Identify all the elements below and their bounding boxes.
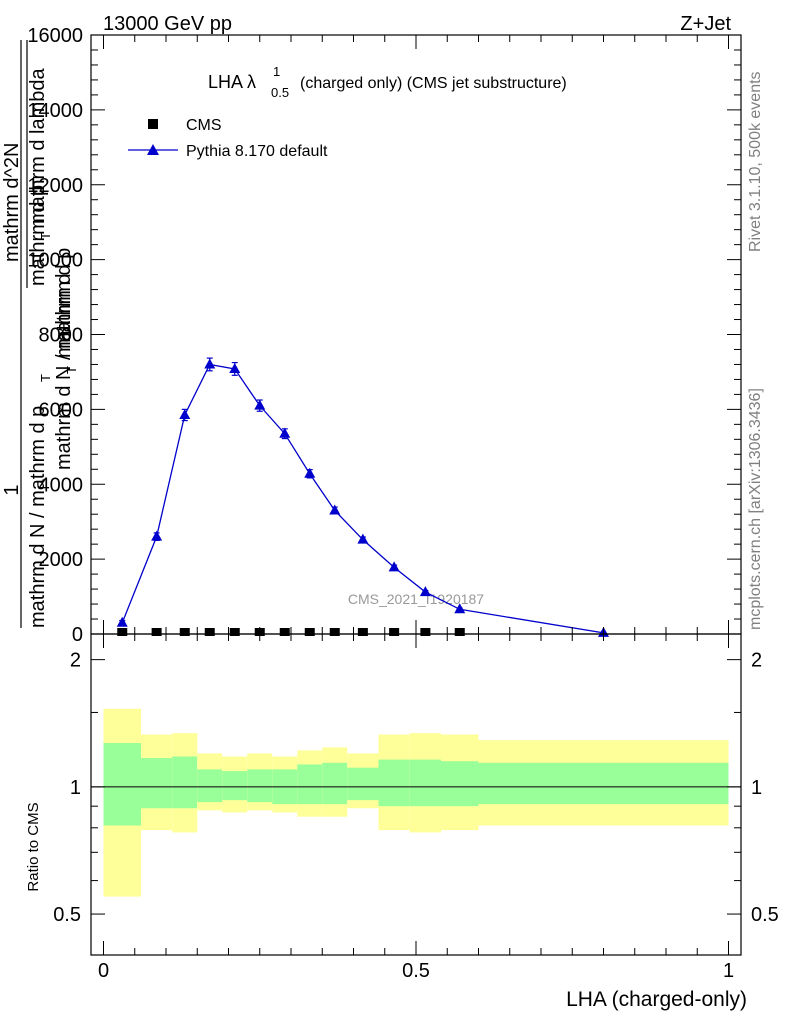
x-tick-label: 0.5	[402, 960, 430, 982]
pythia-point	[388, 561, 400, 572]
main-y-tick-label: 0	[72, 624, 83, 646]
plot-title-subscript: 0.5	[271, 85, 289, 100]
cms-point	[420, 628, 431, 636]
main-y-tick-label: 2000	[39, 549, 84, 571]
ylabel-outer-sub: T	[38, 374, 53, 382]
x-axis-label: LHA (charged-only)	[566, 988, 747, 1011]
ratio-band-inner	[197, 769, 223, 803]
main-y-tick-label: 14000	[27, 100, 83, 122]
ylabel-middle-sub: T	[64, 366, 79, 374]
legend-pythia-label: Pythia 8.170 default	[186, 143, 328, 160]
ratio-band-inner	[172, 756, 198, 809]
ylabel-middle-b: mathrm d	[53, 274, 75, 358]
pythia-point	[419, 586, 431, 597]
ratio-band-inner	[103, 742, 141, 826]
plot-title: LHA λ	[208, 72, 256, 92]
main-y-tick-label: 6000	[39, 399, 84, 421]
cms-point	[179, 628, 190, 636]
cms-point	[229, 628, 240, 636]
ratio-band-inner	[478, 762, 729, 805]
main-y-tick-label: 4000	[39, 474, 84, 496]
legend-pythia-marker	[147, 144, 159, 155]
ratio-band-inner	[347, 767, 379, 801]
pythia-point	[116, 616, 128, 627]
pythia-point	[179, 408, 191, 419]
ylabel-frac-den-sub: T	[38, 232, 53, 240]
ylabel-frac-den-b: mathrm d lambda	[27, 68, 49, 224]
ratio-band-inner	[247, 769, 273, 803]
ratio-y-tick-label: 2	[70, 650, 81, 672]
plot-title-main: LHA λ	[208, 72, 256, 92]
ratio-y-tick-label: 0.5	[53, 904, 81, 926]
ylabel-frac-numerator: mathrm d^2N	[1, 143, 23, 262]
plot-title-rest: (charged only) (CMS jet substructure)	[300, 75, 567, 92]
x-tick-label: 1	[723, 960, 734, 982]
ratio-band-inner	[222, 771, 248, 801]
ratio-bands	[91, 708, 741, 897]
ratio-axes: 0.5 0.5 1 1 2 2 0 0.5 1	[53, 633, 779, 982]
ratio-band-inner	[409, 759, 441, 807]
x-tick-label: 0	[98, 960, 109, 982]
ratio-band-inner	[322, 762, 348, 805]
rivet-version-label: Rivet 3.1.10, 500k events	[747, 71, 764, 252]
cms-point	[304, 628, 315, 636]
ratio-y-tick-label-right: 0.5	[751, 904, 779, 926]
ratio-y-tick-label: 1	[70, 777, 81, 799]
ratio-band-inner	[441, 761, 479, 807]
legend: CMS Pythia 8.170 default	[128, 117, 328, 160]
ratio-band-inner	[297, 764, 323, 805]
cms-point	[279, 628, 290, 636]
pythia-point	[254, 399, 266, 410]
pythia-point	[454, 603, 466, 614]
cms-point	[329, 628, 340, 636]
cms-point	[204, 628, 215, 636]
main-y-tick-label: 16000	[27, 25, 83, 47]
pythia-point	[279, 427, 291, 438]
header-energy: 13000 GeV pp	[103, 13, 232, 35]
pythia-point	[204, 358, 216, 369]
plot-title-superscript: 1	[273, 64, 280, 79]
ylabel-middle-a: mathrm d N / mathrm d p	[53, 248, 75, 470]
ratio-y-axis-label: Ratio to CMS	[25, 802, 42, 891]
ylabel-frac-den-a: mathrm d p	[27, 185, 49, 286]
series-layer	[116, 357, 609, 637]
ylabel-outer-numerator: mathrm d N / mathrm d p	[27, 406, 49, 628]
cms-point	[117, 628, 128, 636]
ratio-band-inner	[378, 759, 410, 807]
pythia-point	[229, 362, 241, 373]
ratio-y-tick-label-right: 2	[751, 650, 762, 672]
main-y-tick-label: 12000	[27, 175, 83, 197]
cms-point	[389, 628, 400, 636]
main-y-tick-label: 8000	[39, 325, 84, 347]
main-y-tick-label: 10000	[27, 250, 83, 272]
legend-cms-marker	[148, 119, 158, 129]
header-process: Z+Jet	[680, 13, 731, 35]
pythia-point	[151, 530, 163, 541]
main-axes: 0 2000 4000 6000 8000 10000 12000 14000 16000	[27, 25, 742, 646]
main-y-axis-label: 1 mathrm d N / mathrm d p T mathrm d^2N …	[1, 40, 79, 628]
cms-point	[151, 628, 162, 636]
pythia-point	[357, 533, 369, 544]
cms-point	[454, 628, 465, 636]
ratio-y-tick-label-right: 1	[751, 777, 762, 799]
legend-cms-label: CMS	[186, 117, 222, 134]
watermark-label: CMS_2021_I1920187	[348, 591, 484, 607]
pythia-line	[121, 363, 604, 634]
cms-point	[357, 628, 368, 636]
pythia-point	[304, 467, 316, 478]
mcplots-label: mcplots.cern.ch [arXiv:1306.3436]	[747, 388, 764, 630]
ylabel-one: 1	[1, 484, 23, 495]
ratio-band-inner	[141, 758, 173, 809]
pythia-point	[329, 504, 341, 515]
